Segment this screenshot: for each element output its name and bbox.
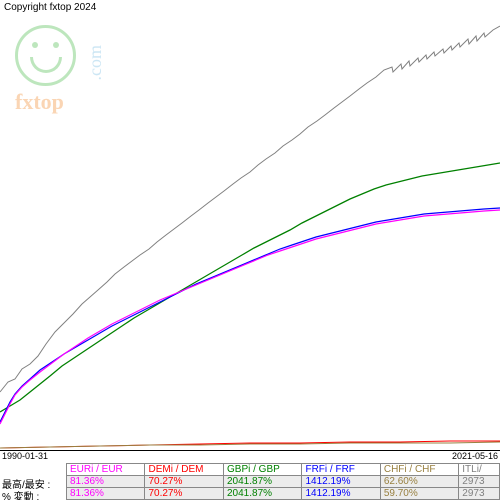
legend-value-cell: 81.36%: [67, 476, 145, 488]
legend-value-cell: 2973: [459, 476, 500, 488]
chart-container: Copyright fxtop 2024 .com fxtop 1990-01-…: [0, 0, 500, 500]
series-frf: [0, 208, 500, 422]
chart-plot-area: [0, 14, 500, 451]
legend-value-cell: 1412.19%: [302, 476, 380, 488]
legend-value-cell: 70.27%: [145, 488, 224, 500]
legend-value-cell: 81.36%: [67, 488, 145, 500]
copyright-text: Copyright fxtop 2024: [4, 2, 96, 13]
legend-value-cell: 70.27%: [145, 476, 224, 488]
x-axis-start-label: 1990-01-31: [2, 451, 48, 461]
legend-table: EURi / EURDEMi / DEMGBPi / GBPFRFi / FRF…: [60, 463, 500, 500]
legend-header-cell: FRFi / FRF: [302, 464, 380, 476]
chart-lines: [0, 14, 500, 450]
row-label-pctchange: % 変動 :: [2, 488, 39, 500]
legend-value-cell: 2041.87%: [224, 476, 302, 488]
x-axis-end-label: 2021-05-16: [452, 451, 498, 461]
legend-value-cell: 2973: [459, 488, 500, 500]
legend-header-cell: GBPi / GBP: [224, 464, 302, 476]
legend-value-cell: 2041.87%: [224, 488, 302, 500]
series-itl: [0, 26, 500, 392]
legend-header-cell: DEMi / DEM: [145, 464, 224, 476]
series-eur: [0, 210, 500, 424]
legend-value-cell: 1412.19%: [302, 488, 380, 500]
legend-value-cell: 59.70%: [380, 488, 458, 500]
series-gbp: [0, 163, 500, 412]
legend-header-cell: ITLi/: [459, 464, 500, 476]
legend-header-cell: CHFi / CHF: [380, 464, 458, 476]
legend-value-cell: 62.60%: [380, 476, 458, 488]
legend-header-cell: EURi / EUR: [67, 464, 145, 476]
